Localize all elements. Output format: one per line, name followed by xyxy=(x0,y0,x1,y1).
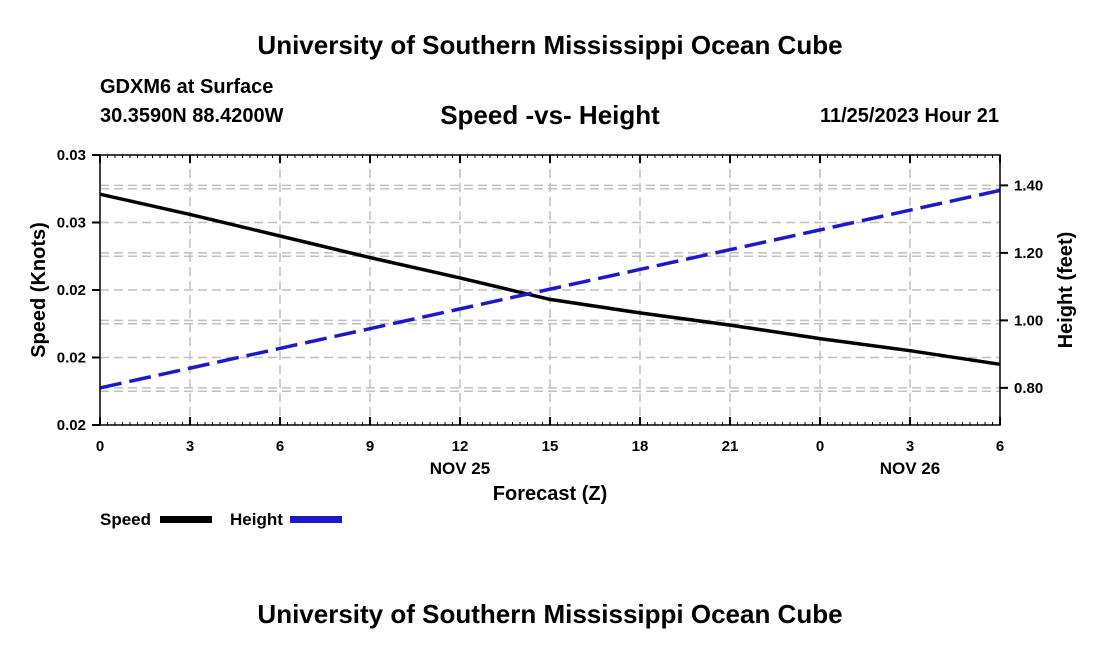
legend-speed-label: Speed xyxy=(100,510,152,529)
footer-title: University of Southern Mississippi Ocean… xyxy=(257,599,843,629)
y-left-tick-label: 0.03 xyxy=(57,147,86,164)
y-right-tick-label: 1.20 xyxy=(1014,245,1043,262)
y-axis-label-left: Speed (Knots) xyxy=(28,222,50,358)
x-tick-label: 0 xyxy=(816,438,824,455)
y-axis-label-right: Height (feet) xyxy=(1055,232,1077,349)
x-tick-label: 6 xyxy=(996,438,1004,455)
y-right-tick-label: 1.40 xyxy=(1014,177,1043,194)
x-tick-label: 3 xyxy=(906,438,914,455)
chart-title: University of Southern Mississippi Ocean… xyxy=(257,30,843,60)
x-tick-label: 12 xyxy=(452,438,469,455)
legend-height-swatch xyxy=(290,516,342,523)
series-line-height xyxy=(99,188,1001,390)
x-date-label: NOV 25 xyxy=(430,459,490,478)
x-tick-label: 3 xyxy=(186,438,194,455)
x-tick-label: 18 xyxy=(632,438,649,455)
y-left-tick-label: 0.03 xyxy=(57,215,86,232)
y-right-tick-label: 1.00 xyxy=(1014,312,1043,329)
y-right-tick-label: 0.80 xyxy=(1014,380,1043,397)
datetime-label: 11/25/2023 Hour 21 xyxy=(819,105,999,127)
x-tick-label: 6 xyxy=(276,438,284,455)
coordinates-label: 30.3590N 88.4200W xyxy=(100,105,284,127)
station-label: GDXM6 at Surface xyxy=(100,76,274,98)
x-tick-label: 0 xyxy=(96,438,104,455)
chart-subtitle: Speed -vs- Height xyxy=(440,100,660,130)
y-left-tick-label: 0.02 xyxy=(57,417,86,434)
y-left-tick-label: 0.02 xyxy=(57,350,86,367)
x-tick-label: 21 xyxy=(722,438,739,455)
y-left-tick-label: 0.02 xyxy=(57,282,86,299)
legend-height-label: Height xyxy=(230,510,283,529)
x-tick-label: 15 xyxy=(542,438,559,455)
x-tick-label: 9 xyxy=(366,438,374,455)
x-axis-label: Forecast (Z) xyxy=(493,483,607,505)
legend-speed-swatch xyxy=(160,516,212,523)
x-date-label: NOV 26 xyxy=(880,459,940,478)
axes-layer: 0 3 6 9 12 15 18 21 0 3 6 NOV 25 NOV 26 0.02 0.02 0.02 0… xyxy=(57,147,1043,478)
